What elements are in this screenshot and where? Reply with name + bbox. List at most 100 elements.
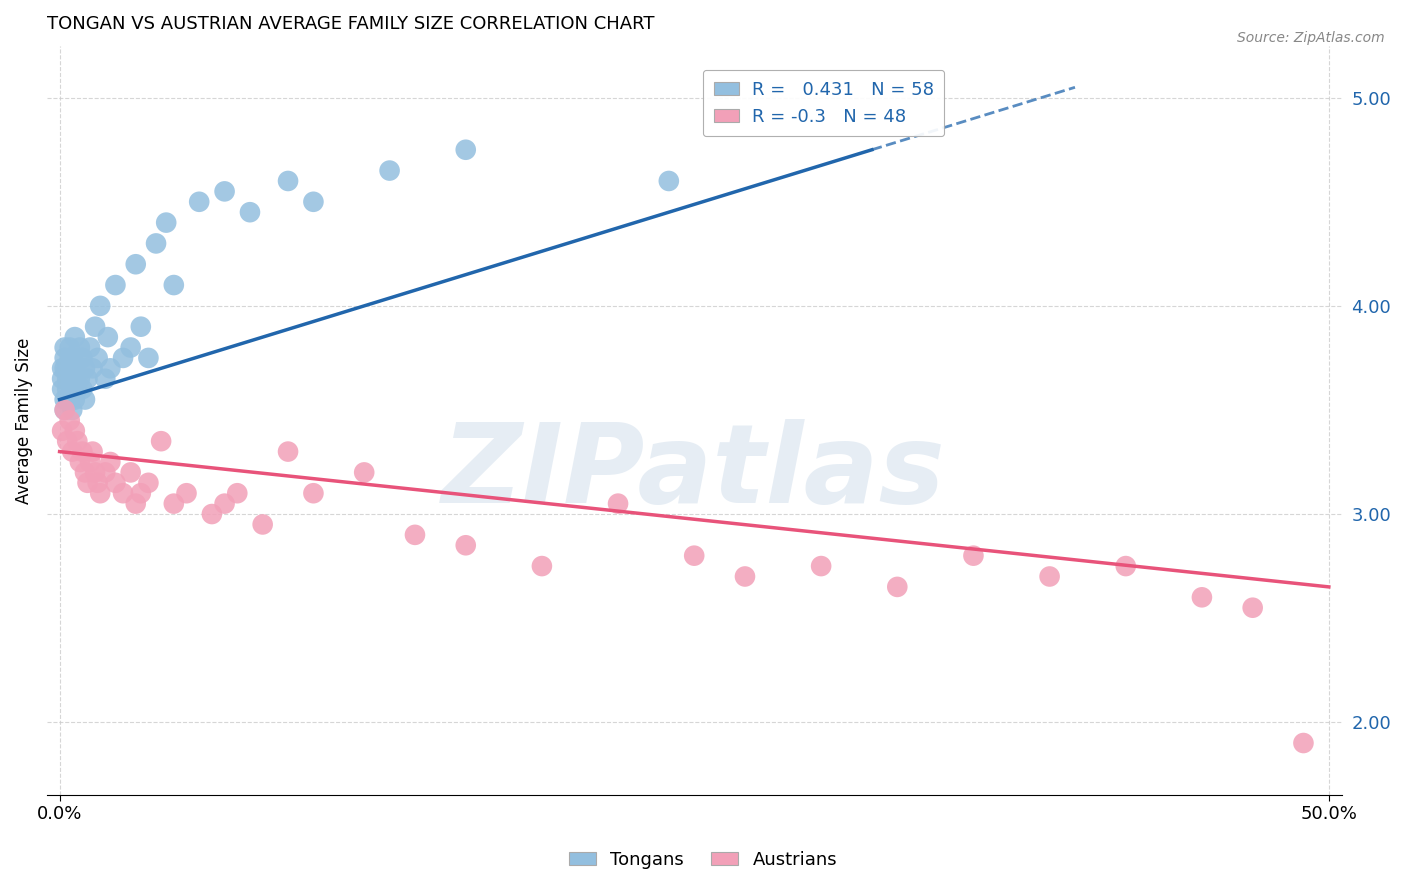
Point	[97, 330, 120, 344]
Point	[120, 341, 142, 355]
Point	[810, 559, 832, 574]
Point	[69, 341, 91, 355]
Point	[76, 475, 98, 490]
Point	[252, 517, 274, 532]
Point	[60, 351, 83, 365]
Point	[89, 486, 111, 500]
Point	[734, 569, 756, 583]
Point	[73, 361, 96, 376]
Point	[163, 497, 186, 511]
Y-axis label: Average Family Size: Average Family Size	[15, 337, 32, 504]
Point	[53, 403, 76, 417]
Point	[66, 351, 89, 365]
Point	[84, 466, 107, 480]
Point	[112, 486, 135, 500]
Point	[1115, 559, 1137, 574]
Point	[53, 351, 76, 365]
Point	[201, 507, 224, 521]
Point	[53, 341, 76, 355]
Point	[60, 361, 83, 376]
Point	[176, 486, 198, 500]
Point	[658, 174, 681, 188]
Point	[1039, 569, 1062, 583]
Point	[72, 444, 94, 458]
Point	[59, 341, 82, 355]
Point	[76, 372, 98, 386]
Point	[56, 434, 79, 449]
Point	[302, 486, 325, 500]
Point	[138, 351, 160, 365]
Point	[63, 392, 86, 407]
Point	[53, 403, 76, 417]
Text: TONGAN VS AUSTRIAN AVERAGE FAMILY SIZE CORRELATION CHART: TONGAN VS AUSTRIAN AVERAGE FAMILY SIZE C…	[46, 15, 654, 33]
Point	[104, 278, 127, 293]
Point	[353, 466, 375, 480]
Point	[145, 236, 167, 251]
Point	[56, 372, 79, 386]
Point	[1292, 736, 1315, 750]
Point	[98, 361, 121, 376]
Point	[404, 528, 426, 542]
Point	[962, 549, 984, 563]
Point	[86, 351, 108, 365]
Point	[79, 341, 101, 355]
Point	[59, 413, 82, 427]
Point	[56, 382, 79, 396]
Point	[72, 382, 94, 396]
Point	[79, 455, 101, 469]
Point	[53, 361, 76, 376]
Point	[73, 466, 96, 480]
Point	[98, 455, 121, 469]
Point	[59, 351, 82, 365]
Point	[53, 392, 76, 407]
Point	[51, 424, 73, 438]
Point	[1241, 600, 1264, 615]
Point	[63, 424, 86, 438]
Point	[214, 497, 236, 511]
Point	[112, 351, 135, 365]
Point	[72, 351, 94, 365]
Point	[163, 278, 186, 293]
Point	[1191, 591, 1213, 605]
Point	[129, 486, 152, 500]
Point	[125, 257, 148, 271]
Point	[59, 372, 82, 386]
Point	[66, 382, 89, 396]
Point	[94, 466, 117, 480]
Point	[84, 319, 107, 334]
Point	[530, 559, 553, 574]
Point	[120, 466, 142, 480]
Point	[51, 372, 73, 386]
Point	[89, 299, 111, 313]
Point	[150, 434, 173, 449]
Point	[60, 444, 83, 458]
Point	[226, 486, 249, 500]
Point	[94, 372, 117, 386]
Point	[378, 163, 401, 178]
Point	[125, 497, 148, 511]
Point	[104, 475, 127, 490]
Point	[51, 361, 73, 376]
Point	[277, 444, 299, 458]
Point	[129, 319, 152, 334]
Point	[82, 361, 104, 376]
Point	[60, 403, 83, 417]
Point	[51, 382, 73, 396]
Text: Source: ZipAtlas.com: Source: ZipAtlas.com	[1237, 31, 1385, 45]
Point	[63, 330, 86, 344]
Point	[188, 194, 211, 209]
Legend: R =   0.431   N = 58, R = -0.3   N = 48: R = 0.431 N = 58, R = -0.3 N = 48	[703, 70, 945, 136]
Point	[73, 392, 96, 407]
Point	[277, 174, 299, 188]
Point	[138, 475, 160, 490]
Point	[86, 475, 108, 490]
Point	[63, 372, 86, 386]
Point	[214, 185, 236, 199]
Point	[683, 549, 706, 563]
Point	[607, 497, 630, 511]
Point	[239, 205, 262, 219]
Point	[302, 194, 325, 209]
Text: ZIPatlas: ZIPatlas	[443, 419, 946, 526]
Point	[56, 392, 79, 407]
Point	[69, 455, 91, 469]
